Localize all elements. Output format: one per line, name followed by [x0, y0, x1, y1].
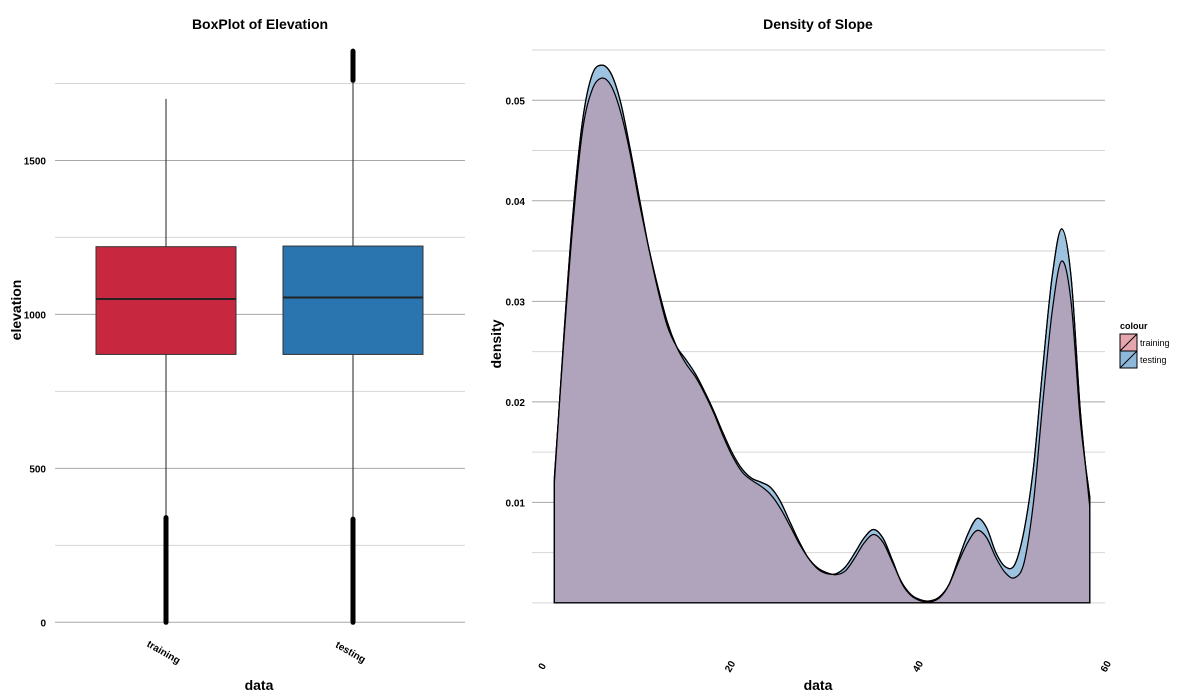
density-title: Density of Slope — [763, 16, 873, 32]
boxplot-x-axis-title: data — [245, 677, 274, 693]
density-x-tick-label: 0 — [537, 661, 550, 672]
density-y-tick-label: 0.02 — [506, 398, 526, 409]
boxplot-x-tick-labels: training testing — [145, 639, 368, 667]
density-x-tick-label: 60 — [1099, 659, 1114, 675]
density-y-axis-title: density — [488, 319, 504, 368]
boxplot-y-axis-title: elevation — [8, 280, 24, 341]
density-y-tick-labels: 0.01 0.02 0.03 0.04 0.05 — [506, 96, 526, 509]
boxplot-title: BoxPlot of Elevation — [192, 16, 328, 32]
boxplot-marks — [95, 48, 424, 625]
legend-swatch-slash — [1119, 333, 1138, 352]
boxplot-panel: BoxPlot of Elevation 0 500 1000 1500 traini… — [8, 16, 465, 693]
density-x-tick-label: 40 — [911, 659, 926, 675]
density-y-tick-label: 0.04 — [506, 197, 526, 208]
boxplot-y-tick-label: 0 — [40, 618, 46, 629]
density-y-tick-label: 0.05 — [506, 96, 526, 107]
boxplot-box-testing — [282, 245, 424, 355]
density-legend: colour training testing — [1119, 321, 1170, 369]
density-y-tick-label: 0.01 — [506, 498, 526, 509]
density-area-overlap — [554, 78, 1090, 603]
legend-label-testing: testing — [1140, 355, 1167, 365]
density-x-tick-label: 20 — [723, 659, 738, 675]
density-x-tick-labels: 0 20 40 60 — [537, 659, 1115, 675]
boxplot-x-tick-label: testing — [333, 640, 367, 666]
boxplot-y-tick-labels: 0 500 1000 1500 — [24, 156, 47, 629]
legend-label-training: training — [1140, 338, 1170, 348]
boxplot-box-training — [95, 246, 237, 355]
boxplot-y-tick-label: 1000 — [24, 310, 47, 321]
density-areas — [553, 64, 1091, 604]
boxplot-y-tick-label: 500 — [29, 464, 46, 475]
density-outline-testing — [553, 64, 1091, 604]
density-y-tick-label: 0.03 — [506, 297, 526, 308]
boxplot-y-tick-label: 1500 — [24, 156, 47, 167]
boxplot-x-tick-label: training — [145, 639, 182, 667]
legend-entries: training testing — [1119, 333, 1170, 369]
legend-swatch-slash — [1119, 350, 1138, 369]
density-panel: Density of Slope 0.01 0.02 0.03 0.04 0.05 0 2… — [488, 16, 1114, 693]
density-outline-training — [553, 77, 1091, 604]
density-x-axis-title: data — [804, 677, 833, 693]
legend-title: colour — [1120, 321, 1148, 331]
